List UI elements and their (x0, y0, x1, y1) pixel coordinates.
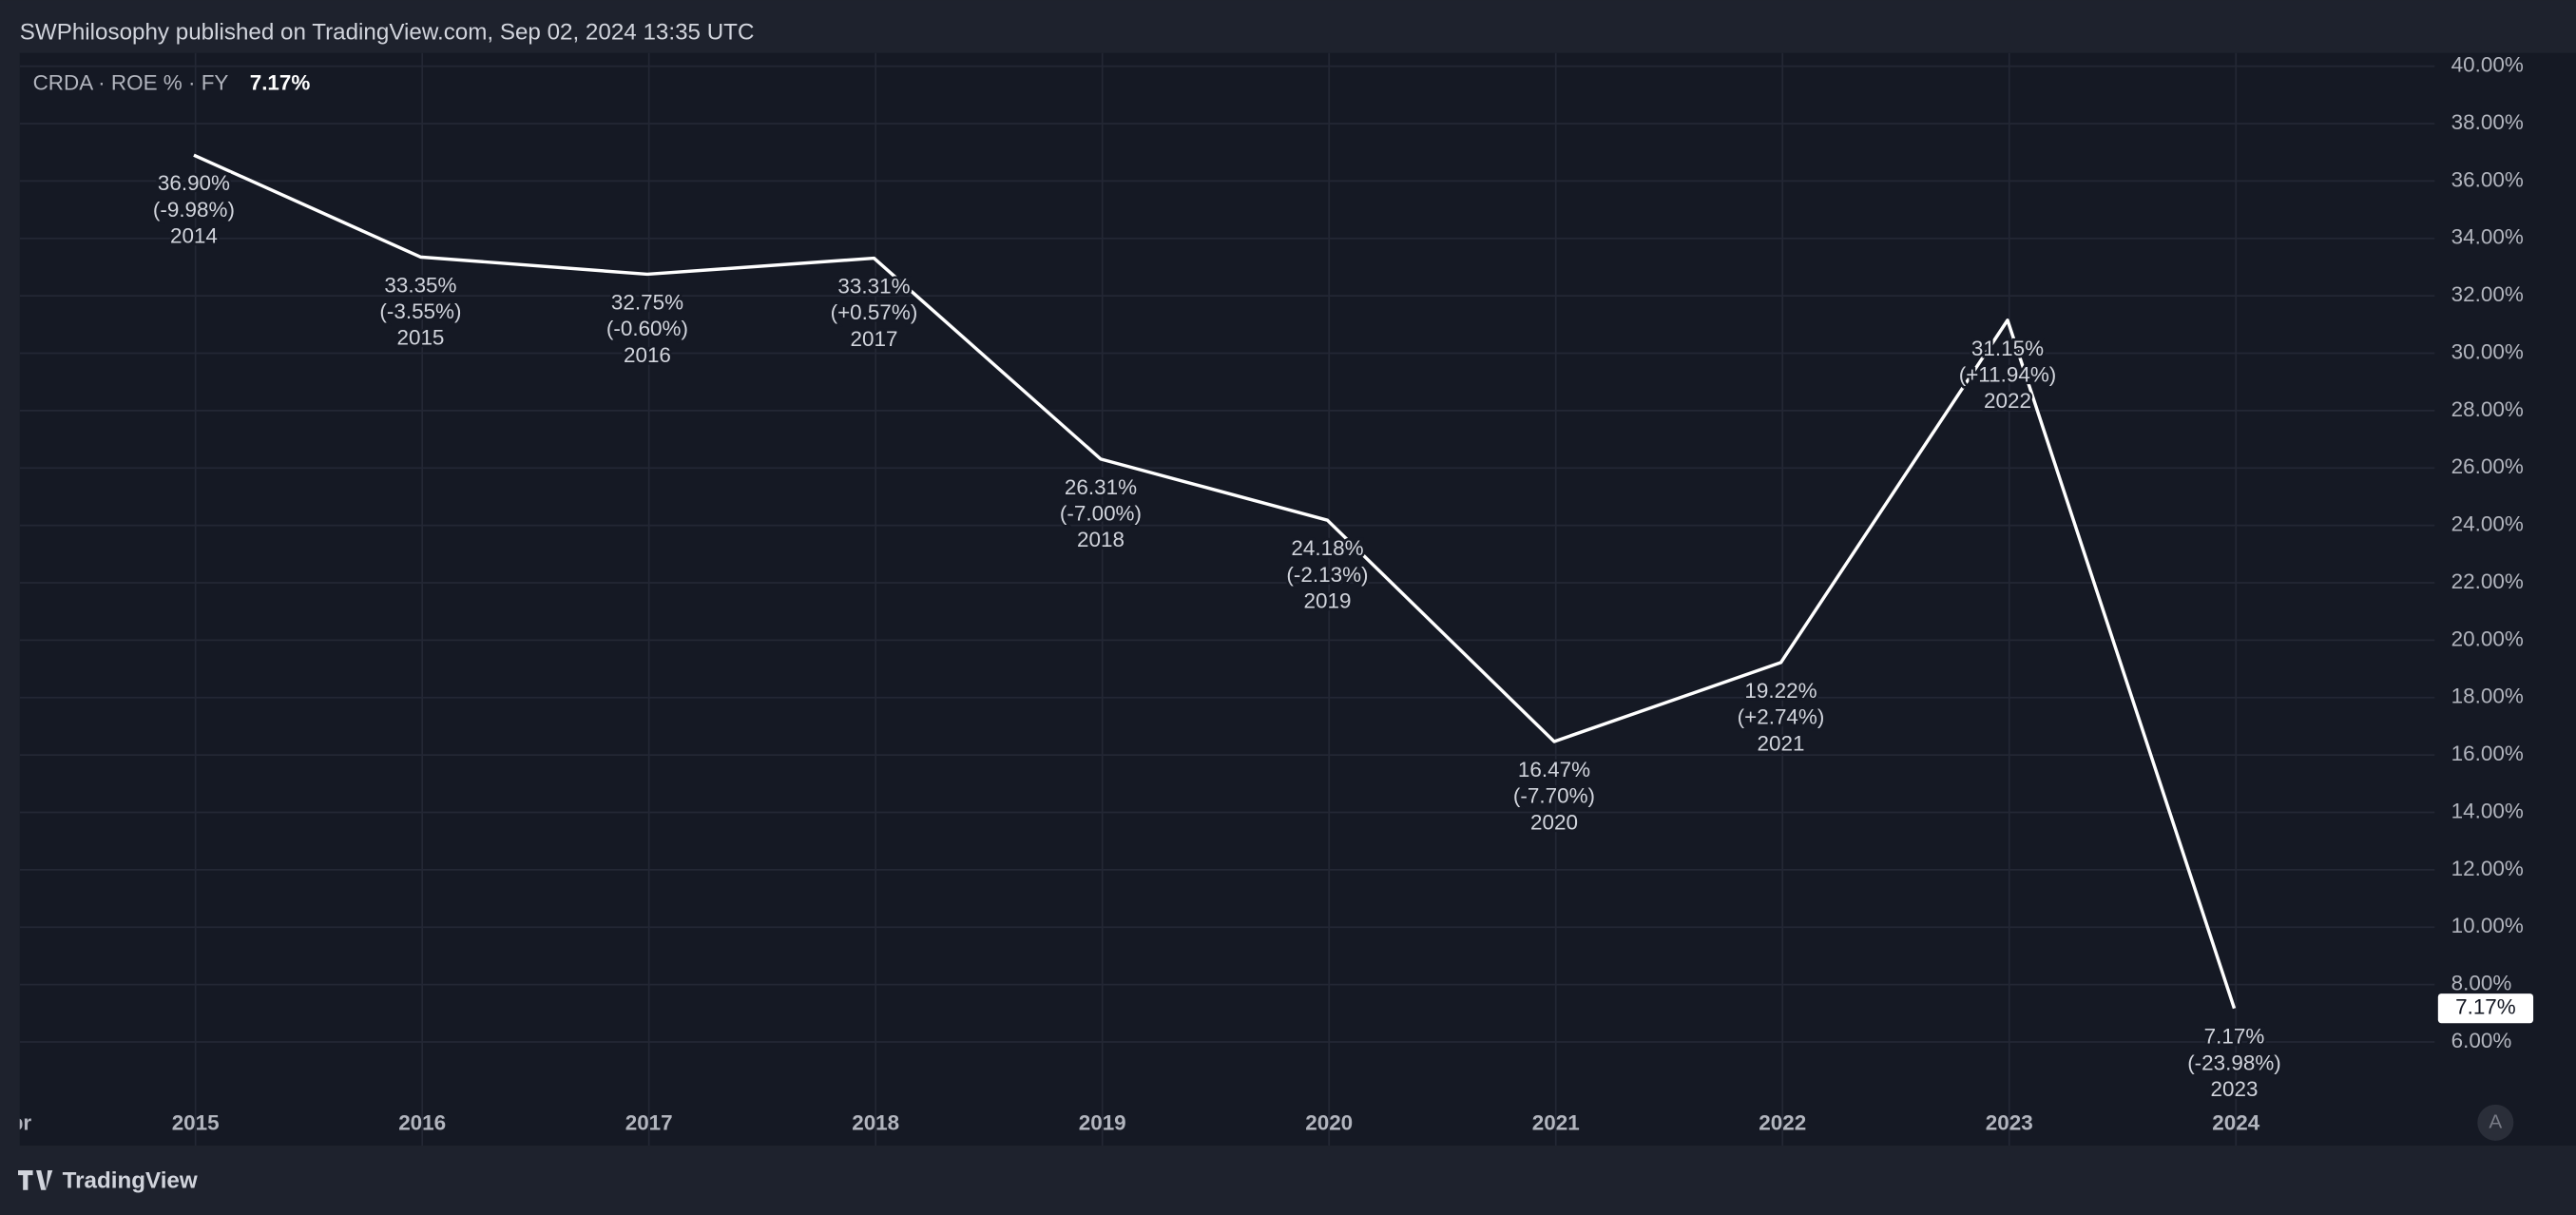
data-label-change: (-0.60%) (606, 317, 688, 340)
y-tick-label: 40.00% (2451, 53, 2524, 77)
footer-brand: TradingView (63, 1167, 198, 1193)
y-tick-label: 12.00% (2451, 857, 2524, 880)
y-tick-label: 20.00% (2451, 627, 2524, 650)
y-tick-label: 34.00% (2451, 225, 2524, 249)
x-tick-label: 2020 (1305, 1110, 1353, 1134)
y-tick-label: 14.00% (2451, 799, 2524, 822)
y-tick-label: 22.00% (2451, 569, 2524, 593)
data-label-value: 31.15% (1971, 337, 2044, 360)
data-label-change: (-9.98%) (153, 198, 235, 222)
y-tick-label: 18.00% (2451, 685, 2524, 708)
data-label-year: 2020 (1530, 810, 1578, 834)
legend-value: 7.17% (250, 70, 311, 94)
data-label-year: 2017 (850, 327, 897, 351)
data-label-year: 2019 (1304, 589, 1352, 613)
data-label-value: 24.18% (1291, 536, 1363, 560)
data-label-year: 2022 (1984, 389, 2031, 413)
x-tick-label: 2019 (1079, 1110, 1126, 1134)
data-label-change: (+11.94%) (1959, 362, 2057, 386)
data-label-year: 2014 (170, 224, 218, 248)
x-tick-label: 2018 (852, 1110, 899, 1134)
data-label-value: 26.31% (1065, 475, 1137, 499)
data-label-value: 36.90% (158, 171, 230, 195)
data-label-value: 7.17% (2204, 1025, 2265, 1049)
line-series (193, 153, 2237, 1010)
x-tick-label: Apr (0, 1110, 31, 1134)
data-label-year: 2018 (1077, 528, 1125, 551)
x-tick-label: 2021 (1532, 1110, 1580, 1134)
data-label-value: 32.75% (611, 291, 683, 315)
logo (18, 1169, 53, 1190)
data-label-value: 33.35% (384, 273, 456, 297)
y-tick-label: 24.00% (2451, 512, 2524, 536)
y-tick-label: 6.00% (2451, 1029, 2512, 1052)
button-bg[interactable] (2477, 1104, 2514, 1141)
x-tick-label: 2023 (1986, 1110, 2033, 1134)
legend-name: CRDA · ROE % · FY (33, 70, 229, 94)
data-label-year: 2021 (1758, 731, 1805, 755)
data-label-value: 16.47% (1518, 758, 1590, 781)
data-label-change: (-23.98%) (2187, 1051, 2281, 1074)
auto-scale-button[interactable]: A (2477, 1104, 2514, 1141)
x-tick-label: 2016 (398, 1110, 446, 1134)
header-title: SWPhilosophy published on TradingView.co… (20, 19, 755, 45)
data-label-year: 2016 (624, 343, 671, 367)
last-value-label: 7.17% (2455, 995, 2516, 1019)
y-tick-label: 36.00% (2451, 167, 2524, 191)
data-label-change: (+0.57%) (831, 300, 918, 324)
y-tick-label: 8.00% (2451, 972, 2512, 995)
last-value-box (2437, 993, 2534, 1024)
y-tick-label: 26.00% (2451, 454, 2524, 478)
y-tick-label: 16.00% (2451, 742, 2524, 765)
plot-area (19, 52, 2576, 1147)
button-label[interactable]: A (2489, 1110, 2502, 1132)
data-label-change: (-7.00%) (1060, 502, 1142, 526)
data-label-year: 2023 (2211, 1077, 2259, 1101)
legend: CRDA · ROE % · FY 7.17% (33, 70, 311, 94)
data-label-change: (-2.13%) (1286, 563, 1368, 587)
y-tick-label: 32.00% (2451, 282, 2524, 306)
y-tick-label: 38.00% (2451, 110, 2524, 134)
data-label-value: 33.31% (837, 275, 910, 299)
data-label-change: (+2.74%) (1738, 705, 1825, 729)
footer: TradingView (18, 1167, 198, 1193)
data-label-change: (-3.55%) (379, 299, 461, 323)
y-tick-label: 30.00% (2451, 339, 2524, 363)
x-tick-label: 2017 (625, 1110, 673, 1134)
data-label-change: (-7.70%) (1513, 784, 1595, 808)
x-tick-label: 2024 (2212, 1110, 2259, 1134)
y-tick-label: 28.00% (2451, 397, 2524, 421)
x-tick-label: 2022 (1759, 1110, 1806, 1134)
y-tick-label: 10.00% (2451, 914, 2524, 937)
x-tick-label: 2015 (172, 1110, 220, 1134)
data-label-year: 2015 (396, 326, 444, 350)
data-label-value: 19.22% (1744, 679, 1817, 703)
